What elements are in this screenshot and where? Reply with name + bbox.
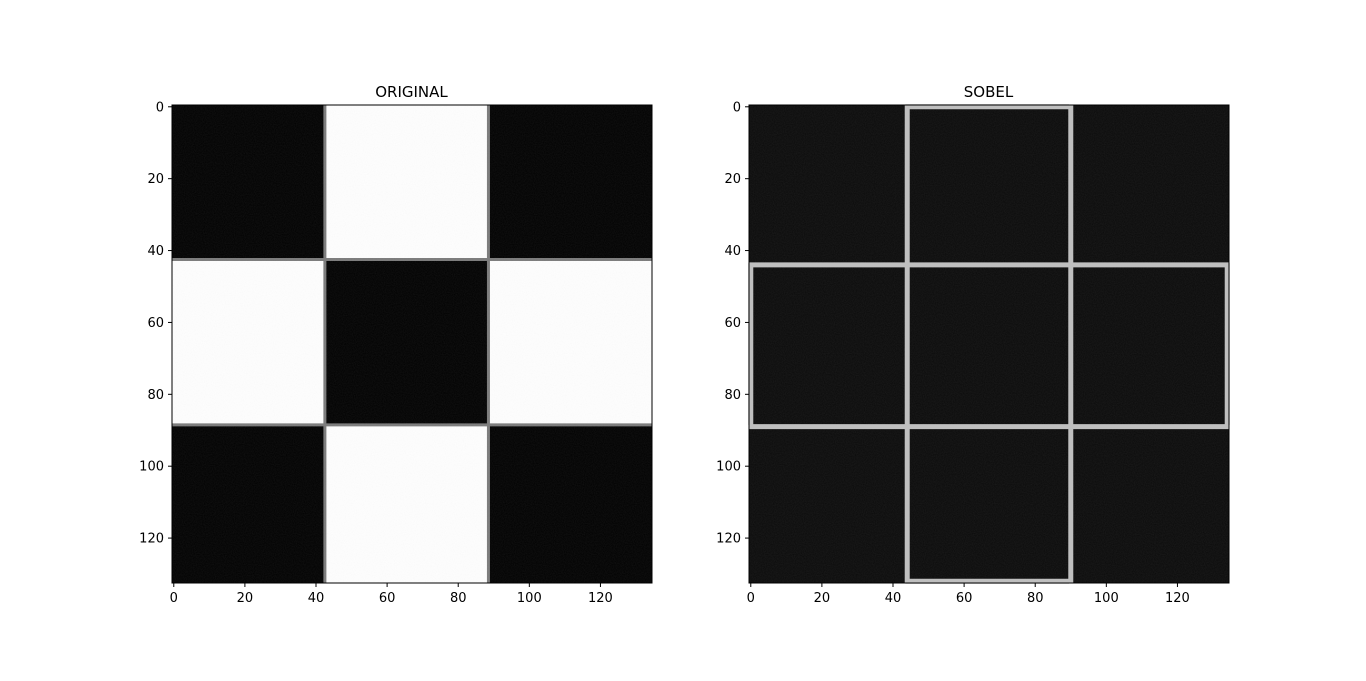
y-tick-label: 80 (724, 388, 741, 403)
x-tick-label: 120 (1165, 591, 1190, 606)
y-tick-label: 60 (724, 316, 741, 331)
x-tick-label: 0 (747, 591, 755, 606)
x-tick-label: 40 (885, 591, 902, 606)
x-tick-label: 120 (588, 591, 613, 606)
x-tick-label: 60 (379, 591, 396, 606)
x-tick-label: 80 (1027, 591, 1044, 606)
y-tick-label: 20 (147, 172, 164, 187)
y-tick-label: 40 (724, 244, 741, 259)
sobel-title: SOBEL (964, 83, 1014, 101)
original-y-axis: 0 20 40 60 80 100 120 (139, 100, 172, 547)
y-tick-label: 0 (156, 100, 164, 115)
y-tick-label: 80 (147, 388, 164, 403)
x-tick-label: 60 (956, 591, 973, 606)
x-tick-label: 80 (450, 591, 467, 606)
original-title: ORIGINAL (375, 83, 448, 101)
y-tick-label: 100 (716, 460, 741, 475)
y-tick-label: 100 (139, 460, 164, 475)
y-tick-label: 0 (733, 100, 741, 115)
sobel-y-axis: 0 20 40 60 80 100 120 (716, 100, 749, 547)
y-tick-label: 40 (147, 244, 164, 259)
sobel-noise-overlay (749, 105, 1229, 583)
y-tick-label: 120 (716, 532, 741, 547)
x-tick-label: 20 (237, 591, 254, 606)
y-tick-label: 20 (724, 172, 741, 187)
original-panel: ORIGINAL 0 20 40 60 80 100 120 0 20 40 60 80 100 120 (139, 83, 653, 606)
y-tick-label: 120 (139, 532, 164, 547)
sobel-x-axis: 0 20 40 60 80 100 120 (747, 583, 1190, 606)
x-tick-label: 100 (517, 591, 542, 606)
x-tick-label: 40 (308, 591, 325, 606)
sobel-axes-frame (748, 104, 1230, 584)
y-tick-label: 60 (147, 316, 164, 331)
original-x-axis: 0 20 40 60 80 100 120 (170, 583, 613, 606)
x-tick-label: 100 (1094, 591, 1119, 606)
original-axes-frame (171, 104, 653, 584)
sobel-panel: SOBEL 0 20 40 60 80 100 120 0 20 40 60 80 100 120 (716, 83, 1230, 606)
x-tick-label: 0 (170, 591, 178, 606)
original-noise-overlay (172, 105, 652, 583)
x-tick-label: 20 (814, 591, 831, 606)
